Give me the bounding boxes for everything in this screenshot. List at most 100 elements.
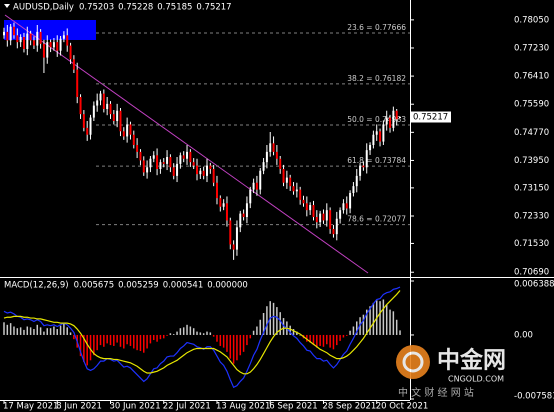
watermark-tagline: 中 文 财 经 网 站 xyxy=(398,386,474,399)
macd-histogram-bar xyxy=(202,333,205,335)
candle-body xyxy=(312,205,315,218)
candle-body xyxy=(42,43,45,58)
candle-body xyxy=(12,26,15,36)
y-tick-label: 0.70690 xyxy=(514,268,549,278)
macd-title: MACD(12,26,9) xyxy=(4,280,69,290)
macd-histogram-bar xyxy=(326,334,328,345)
macd-histogram-bar xyxy=(319,334,321,346)
macd-histogram-bar xyxy=(126,334,128,345)
logo-circle xyxy=(396,345,430,379)
candle-body xyxy=(2,31,5,36)
candle-body xyxy=(219,198,222,207)
candle-body xyxy=(355,175,358,187)
candle-body xyxy=(152,155,155,159)
macd-histogram-bar xyxy=(322,334,325,347)
candle-body xyxy=(382,124,385,142)
macd-histogram-bar xyxy=(103,334,105,347)
macd-histogram-bar xyxy=(46,328,49,335)
candle-body xyxy=(399,116,402,118)
macd-histogram-bar xyxy=(19,327,22,335)
watermark-name: 中金网 xyxy=(437,347,506,374)
macd-histogram-bar xyxy=(279,312,281,335)
macd-histogram-bar xyxy=(9,323,12,335)
candle-body xyxy=(142,160,145,173)
candle-body xyxy=(232,244,235,250)
fib-label: 61.8 = 0.73784 xyxy=(347,156,406,165)
candle-body xyxy=(129,124,132,135)
macd-histogram-bar xyxy=(232,334,235,364)
candle-body xyxy=(359,165,362,176)
macd-histogram-bar xyxy=(83,334,85,362)
candle-body xyxy=(16,35,19,43)
macd-histogram-bar xyxy=(336,334,338,346)
x-tick-label: 22 Jul 2021 xyxy=(163,402,211,412)
candle-body xyxy=(289,177,292,187)
signal-value: 0.005259 xyxy=(118,280,159,290)
candle-body xyxy=(352,186,355,194)
macd-histogram-bar xyxy=(189,326,192,335)
candle-body xyxy=(182,155,185,159)
macd-histogram-bar xyxy=(59,325,62,335)
macd-histogram-bar xyxy=(39,327,42,335)
low-value: 0.75185 xyxy=(157,2,192,12)
candle-body xyxy=(52,42,55,48)
candle-body xyxy=(162,162,165,164)
macd-histogram-bar xyxy=(43,331,45,335)
macd-histogram-bar xyxy=(56,329,58,335)
macd-histogram-bar xyxy=(149,334,152,344)
symbol-menu-icon xyxy=(4,4,10,8)
candle-body xyxy=(362,165,365,168)
candle-body xyxy=(299,189,302,200)
macd-histogram-bar xyxy=(196,331,198,335)
x-tick-label: 28 Sep 2021 xyxy=(322,402,376,412)
watermark: 中金网 CNGOLD.COM 中 文 财 经 网 站 xyxy=(396,345,506,399)
candle-body xyxy=(109,103,112,115)
macd-histogram-bar xyxy=(399,330,401,335)
macd-histogram-bar xyxy=(385,304,388,335)
macd-histogram-bar xyxy=(219,334,222,346)
extra-value: 0.000000 xyxy=(207,280,248,290)
candle-body xyxy=(49,42,52,48)
candle-body xyxy=(202,170,205,176)
candle-body xyxy=(259,170,262,190)
candle-body xyxy=(315,217,318,223)
candle-body xyxy=(139,151,142,161)
macd-histogram-bar xyxy=(249,334,252,339)
macd-histogram-bar xyxy=(16,328,19,335)
candle-body xyxy=(282,169,285,183)
macd-histogram-bar xyxy=(262,312,265,335)
macd-histogram-bar xyxy=(222,334,225,348)
macd-histogram-bar xyxy=(169,333,172,335)
candle-body xyxy=(126,124,129,137)
macd-histogram-bar xyxy=(256,326,258,335)
candle-body xyxy=(169,157,172,168)
macd-histogram-bar xyxy=(282,318,285,335)
candle-body xyxy=(265,151,268,163)
y-tick-label: 0.77230 xyxy=(514,43,549,53)
candle-body xyxy=(245,203,248,218)
candle-body xyxy=(102,93,105,110)
candle-body xyxy=(365,150,368,168)
macd-histogram-bar xyxy=(73,334,75,340)
candle-body xyxy=(36,31,39,46)
candle-body xyxy=(372,134,375,146)
macd-histogram-bar xyxy=(242,334,245,352)
macd-y-tick-label: -0.007581 xyxy=(514,392,554,402)
fib-label: 50.0 = 0.74983 xyxy=(347,115,406,124)
price-box xyxy=(411,111,451,123)
macd-line xyxy=(3,290,401,375)
macd-histogram-bar xyxy=(389,309,391,335)
y-tick-label: 0.76410 xyxy=(514,72,549,82)
candle-body xyxy=(212,169,215,183)
macd-histogram-bar xyxy=(13,326,15,335)
macd-histogram-bar xyxy=(382,299,385,335)
x-tick-label: 13 Aug 2021 xyxy=(216,402,270,412)
candle-body xyxy=(222,203,225,207)
macd-value: 0.005675 xyxy=(74,280,115,290)
candle-body xyxy=(229,220,232,245)
candle-body xyxy=(329,210,332,230)
candle-body xyxy=(66,35,69,46)
candle-body xyxy=(225,203,228,221)
macd-histogram-bar xyxy=(216,334,218,342)
